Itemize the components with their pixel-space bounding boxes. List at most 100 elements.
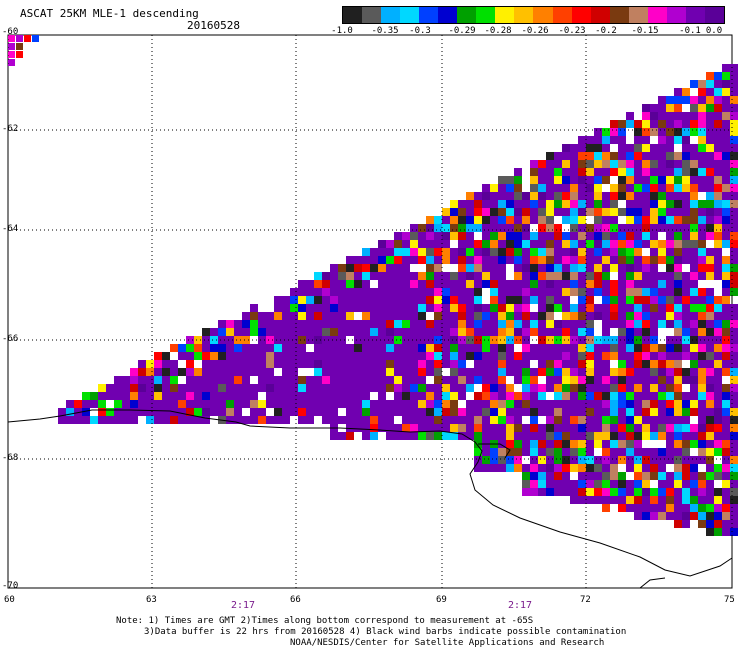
wind-cell — [666, 200, 674, 208]
wind-cell — [362, 336, 370, 344]
wind-cell — [346, 416, 354, 424]
wind-cell — [714, 376, 722, 384]
wind-cell — [162, 384, 170, 392]
wind-cell — [402, 352, 410, 360]
wind-cell — [474, 224, 482, 232]
wind-cell — [714, 520, 722, 528]
wind-cell — [594, 408, 602, 416]
wind-cell — [626, 168, 634, 176]
wind-cell — [322, 416, 330, 424]
wind-cell — [666, 288, 674, 296]
wind-cell — [706, 256, 714, 264]
wind-cell — [618, 352, 626, 360]
wind-cell — [346, 264, 354, 272]
wind-cell — [274, 296, 282, 304]
wind-cell — [522, 320, 530, 328]
wind-cell — [618, 472, 626, 480]
wind-cell — [482, 400, 490, 408]
wind-cell — [722, 184, 730, 192]
wind-cell — [66, 416, 74, 424]
wind-cell — [554, 464, 562, 472]
wind-cell — [402, 240, 410, 248]
wind-cell — [498, 184, 506, 192]
wind-cell — [690, 120, 698, 128]
wind-cell — [618, 496, 626, 504]
wind-cell — [378, 312, 386, 320]
wind-cell — [490, 400, 498, 408]
wind-cell — [698, 136, 706, 144]
wind-cell — [610, 160, 618, 168]
wind-cell — [482, 272, 490, 280]
wind-cell — [714, 136, 722, 144]
wind-cell — [610, 488, 618, 496]
wind-cell — [306, 280, 314, 288]
wind-cell — [570, 352, 578, 360]
wind-cell — [330, 336, 338, 344]
wind-cell — [554, 360, 562, 368]
wind-cell — [482, 328, 490, 336]
wind-cell — [570, 160, 578, 168]
wind-cell — [698, 112, 706, 120]
wind-cell — [498, 200, 506, 208]
wind-cell — [538, 216, 546, 224]
wind-cell — [642, 240, 650, 248]
wind-cell — [530, 408, 538, 416]
wind-cell — [594, 160, 602, 168]
wind-cell — [394, 312, 402, 320]
wind-cell — [274, 376, 282, 384]
wind-cell — [74, 416, 82, 424]
wind-cell — [706, 72, 714, 80]
wind-cell — [474, 400, 482, 408]
wind-cell — [530, 344, 538, 352]
wind-cell — [650, 112, 658, 120]
wind-cell — [634, 296, 642, 304]
wind-cell — [530, 184, 538, 192]
wind-cell — [618, 400, 626, 408]
wind-cell — [666, 296, 674, 304]
wind-cell — [626, 112, 634, 120]
wind-cell — [730, 360, 738, 368]
wind-cell — [354, 392, 362, 400]
wind-cell — [106, 408, 114, 416]
wind-cell — [354, 416, 362, 424]
wind-cell — [586, 328, 594, 336]
wind-cell — [282, 392, 290, 400]
wind-cell — [562, 472, 570, 480]
wind-cell — [570, 248, 578, 256]
wind-cell — [514, 304, 522, 312]
wind-cell — [610, 464, 618, 472]
wind-cell — [210, 368, 218, 376]
wind-cell — [194, 352, 202, 360]
wind-cell — [498, 376, 506, 384]
wind-cell — [554, 280, 562, 288]
wind-cell — [666, 264, 674, 272]
wind-cell — [522, 440, 530, 448]
wind-cell — [186, 352, 194, 360]
wind-cell — [338, 376, 346, 384]
wind-cell — [618, 136, 626, 144]
wind-cell — [666, 96, 674, 104]
wind-cell — [554, 344, 562, 352]
wind-cell — [474, 200, 482, 208]
wind-cell — [314, 368, 322, 376]
wind-cell — [458, 288, 466, 296]
wind-cell — [378, 360, 386, 368]
wind-cell — [682, 328, 690, 336]
wind-cell — [682, 304, 690, 312]
wind-cell — [594, 384, 602, 392]
wind-cell — [714, 496, 722, 504]
wind-cell — [570, 384, 578, 392]
wind-cell — [714, 312, 722, 320]
wind-cell — [634, 120, 642, 128]
wind-cell — [562, 488, 570, 496]
wind-cell — [514, 320, 522, 328]
wind-cell — [274, 320, 282, 328]
wind-cell — [370, 400, 378, 408]
wind-cell — [466, 240, 474, 248]
wind-cell — [674, 456, 682, 464]
wind-cell — [434, 384, 442, 392]
wind-cell — [578, 352, 586, 360]
wind-cell — [618, 144, 626, 152]
wind-cell — [226, 328, 234, 336]
wind-cell — [362, 312, 370, 320]
